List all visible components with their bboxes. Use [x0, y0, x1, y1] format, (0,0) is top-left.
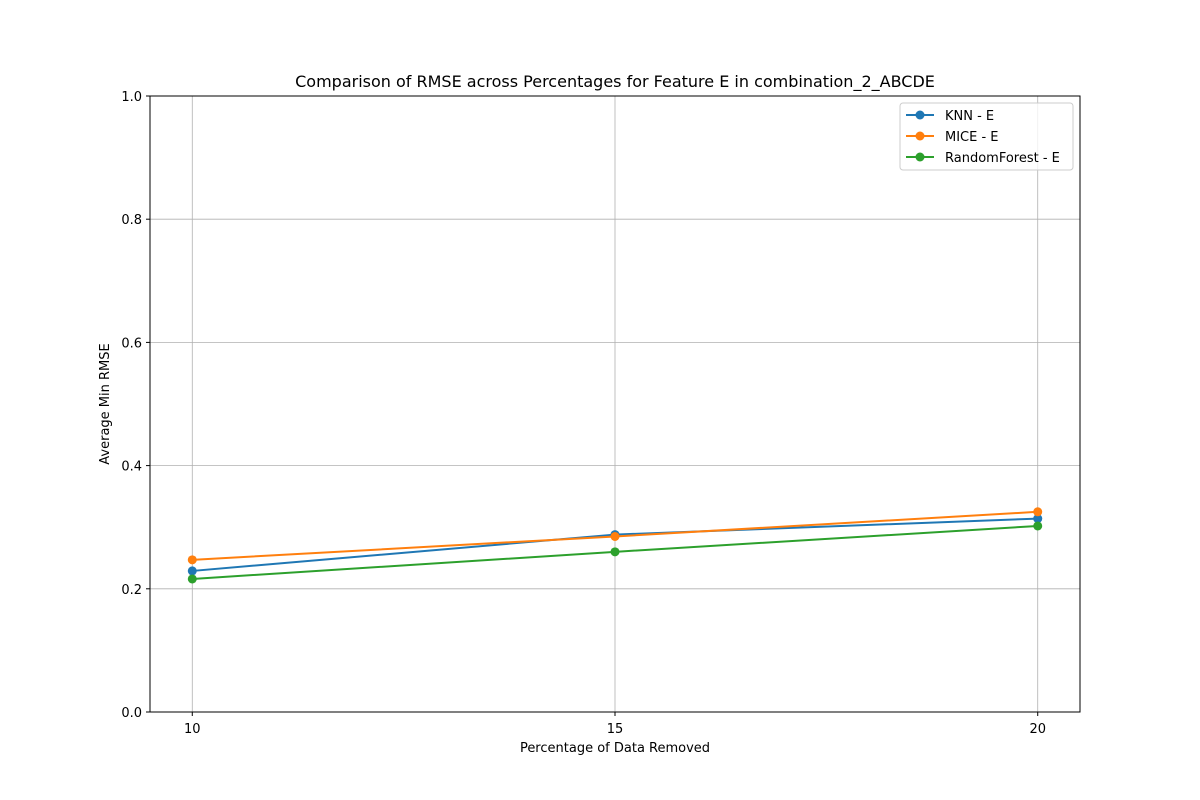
- y-axis: 0.0 0.2 0.4 0.6 0.8 1.0: [121, 90, 150, 721]
- y-tick-label: 0.0: [121, 706, 142, 721]
- data-point: [187, 574, 197, 584]
- x-axis: 10 15 20: [184, 712, 1046, 737]
- legend-box: [899, 102, 1074, 171]
- data-point: [1033, 514, 1043, 524]
- legend-items: KNN - E MICE - E RandomForest - E: [906, 109, 1060, 166]
- data-point: [187, 555, 197, 565]
- x-axis-label: Percentage of Data Removed: [520, 741, 710, 756]
- legend-label: KNN - E: [945, 109, 994, 124]
- data-point: [1033, 507, 1043, 517]
- y-tick-label: 0.2: [121, 583, 142, 598]
- x-tick-label: 15: [607, 722, 624, 737]
- data-point: [610, 531, 620, 541]
- legend-label: MICE - E: [945, 130, 999, 145]
- legend-marker: [915, 152, 925, 162]
- legend-marker: [915, 110, 925, 120]
- y-tick-label: 0.6: [121, 336, 142, 351]
- y-tick-label: 1.0: [121, 90, 142, 105]
- legend-label: RandomForest - E: [945, 151, 1060, 166]
- legend-marker: [915, 131, 925, 141]
- series-group: [187, 507, 1043, 584]
- y-tick-label: 0.4: [121, 460, 142, 475]
- data-point: [187, 566, 197, 576]
- data-point: [1033, 521, 1043, 531]
- y-tick-label: 0.8: [121, 213, 142, 228]
- data-point: [610, 547, 620, 557]
- x-tick-label: 20: [1029, 722, 1046, 737]
- legend: KNN - E MICE - E RandomForest - E: [899, 102, 1074, 171]
- chart-title: Comparison of RMSE across Percentages fo…: [295, 72, 935, 92]
- x-tick-label: 10: [184, 722, 201, 737]
- y-axis-label: Average Min RMSE: [98, 343, 113, 464]
